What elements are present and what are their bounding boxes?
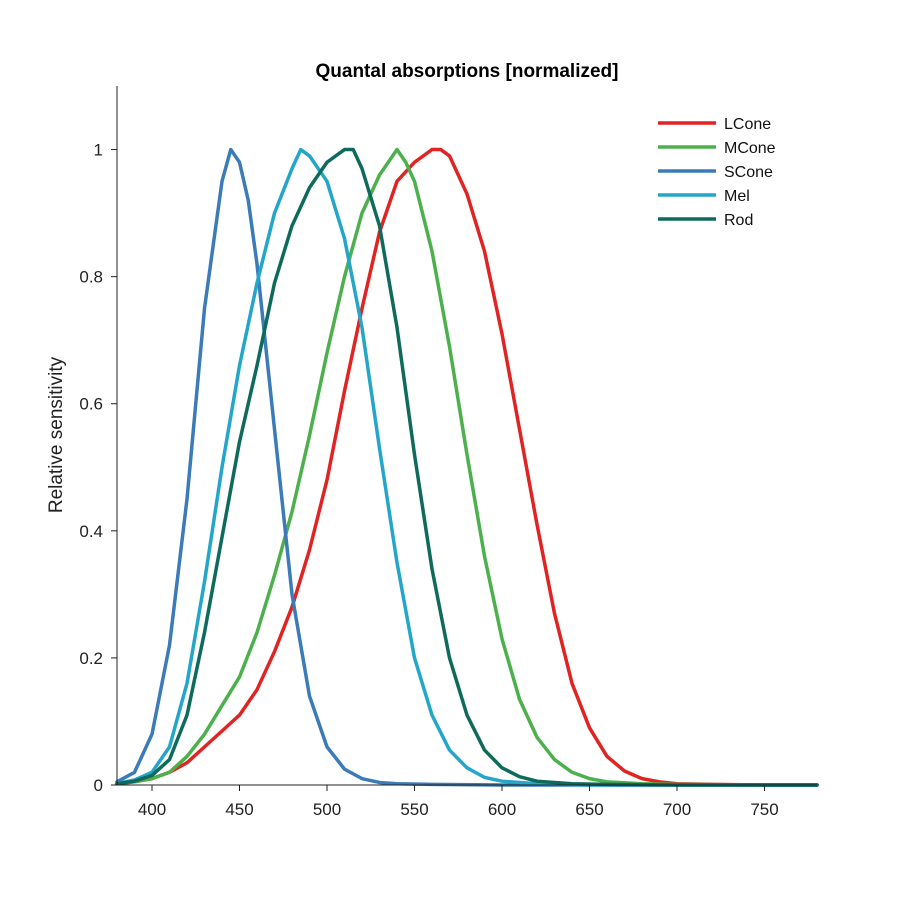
- y-tick-label: 0.4: [79, 522, 103, 541]
- y-tick-label: 0.2: [79, 649, 103, 668]
- x-tick-label: 450: [225, 800, 253, 819]
- chart-title: Quantal absorptions [normalized]: [316, 61, 619, 82]
- y-tick-label: 0.8: [79, 268, 103, 287]
- legend-label-scone: SCone: [724, 164, 773, 181]
- x-tick-label: 700: [663, 800, 691, 819]
- y-axis-label: Relative sensitivity: [46, 356, 67, 513]
- series-line-scone: [115, 147, 819, 787]
- y-tick-label: 0.6: [79, 395, 103, 414]
- series-line-rod: [115, 147, 819, 787]
- legend-label-rod: Rod: [724, 212, 753, 229]
- y-tick-label: 1: [94, 141, 103, 160]
- y-ticks: 0 0.2 0.4 0.6 0.8 1: [79, 141, 117, 795]
- x-tick-label: 600: [488, 800, 516, 819]
- series-line-lcone: [115, 147, 819, 787]
- x-tick-label: 650: [575, 800, 603, 819]
- series-line-mel: [115, 147, 819, 787]
- x-tick-label: 550: [400, 800, 428, 819]
- x-ticks: 400 450 500 550 600 650 700 750: [138, 785, 779, 819]
- x-tick-label: 400: [138, 800, 166, 819]
- x-tick-label: 750: [750, 800, 778, 819]
- legend-label-lcone: LCone: [724, 116, 771, 133]
- plot-series: [115, 147, 819, 787]
- legend-label-mel: Mel: [724, 188, 750, 205]
- legend-label-mcone: MCone: [724, 140, 776, 157]
- series-line-mcone: [115, 147, 819, 787]
- x-tick-label: 500: [313, 800, 341, 819]
- y-tick-label: 0: [94, 776, 103, 795]
- legend: LCone MCone SCone Mel Rod: [658, 116, 776, 229]
